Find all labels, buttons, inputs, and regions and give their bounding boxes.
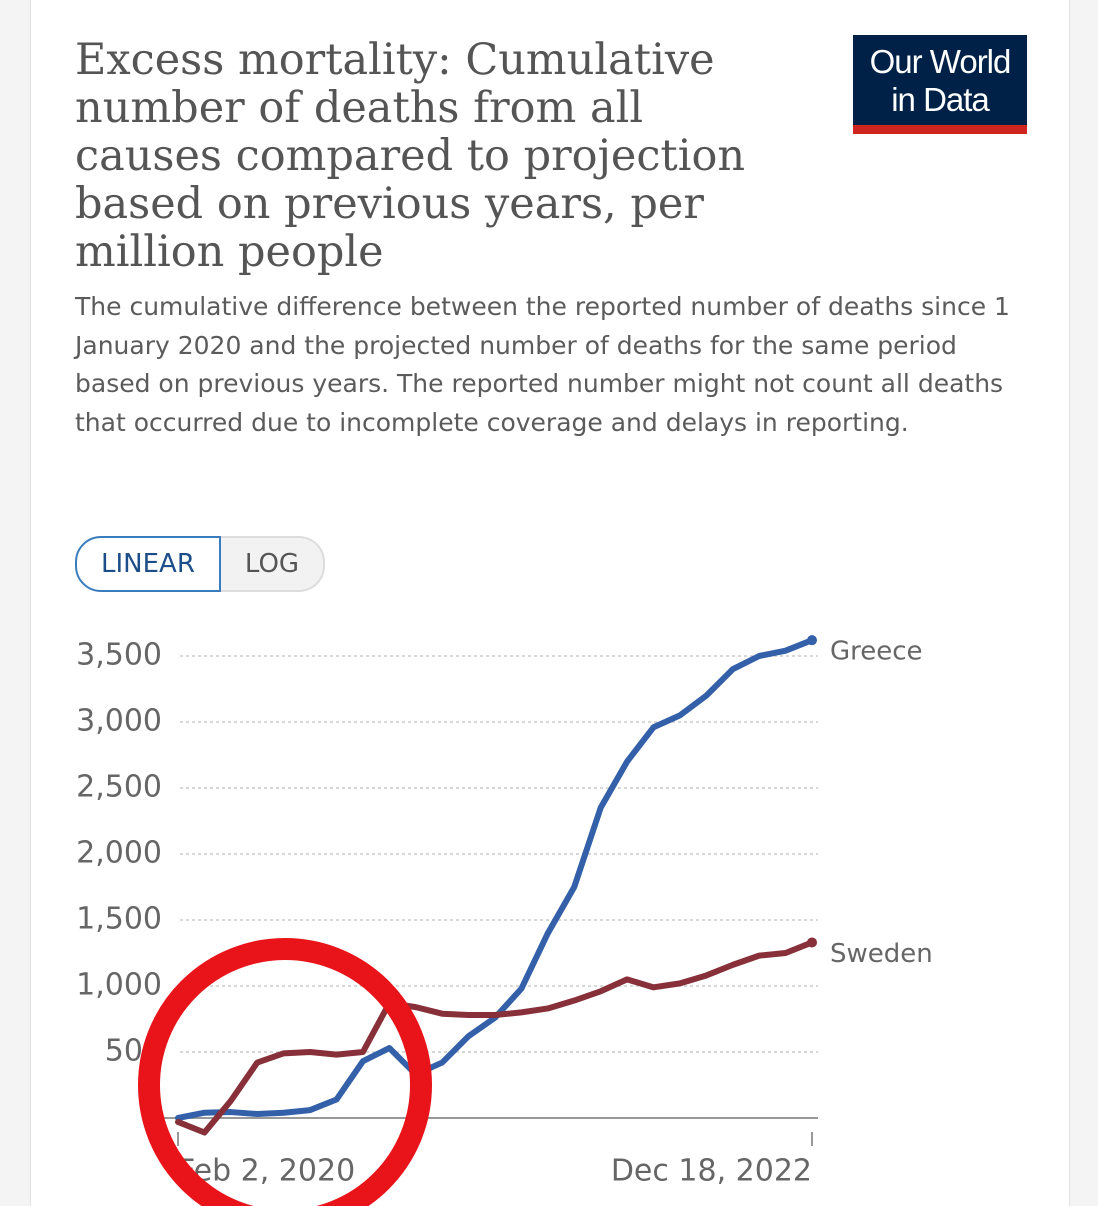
y-tick-label: 3,000 [76,704,162,739]
logo[interactable]: Our World in Data [853,35,1027,134]
annotation-circle [138,938,432,1206]
scale-toggle: LINEAR LOG [75,536,326,592]
end-dot [807,635,817,646]
x-tick-label: Dec 18, 2022 [611,1154,812,1189]
series-label: Greece [830,637,923,667]
series-label: Sweden [830,939,933,969]
y-tick-label: 3,500 [76,638,162,673]
chart-subtitle: The cumulative difference between the re… [75,292,1010,437]
series-line [175,637,815,1121]
card: Excess mortality: Cumulative number of d… [30,0,1070,1206]
linear-button[interactable]: LINEAR [75,536,221,592]
series-line [175,939,815,1136]
logo-line: in Data [891,81,990,118]
end-dot [807,937,817,948]
y-tick-label: 2,500 [76,770,162,805]
chart-title: Excess mortality: Cumulative number of d… [75,35,746,277]
x-tick-label: Feb 2, 2020 [178,1154,355,1189]
log-button[interactable]: LOG [220,536,326,592]
y-tick-label: 1,000 [76,968,162,1003]
y-tick-label: 2,000 [76,836,162,871]
y-tick-label: 1,500 [76,902,162,937]
logo-line: Our World [869,43,1012,80]
